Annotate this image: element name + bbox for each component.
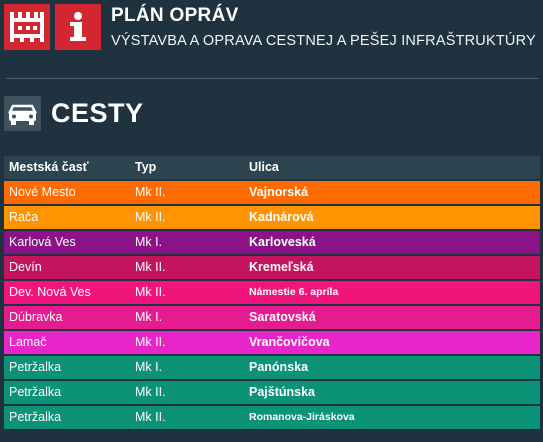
type-cell: Mk II. [135, 210, 166, 224]
type-cell: Mk II. [135, 185, 166, 199]
table-header-row: Mestská časť Typ Ulica [4, 156, 540, 179]
column-header-district: Mestská časť [9, 160, 89, 174]
table-row: Petržalka Mk II. Pajštúnska [4, 381, 540, 404]
street-cell: Karloveská [249, 235, 316, 249]
district-cell: Devín [9, 260, 42, 274]
repairs-table: Mestská časť Typ Ulica Nové Mesto Mk II. V… [4, 156, 540, 431]
district-cell: Rača [9, 210, 39, 224]
type-cell: Mk II. [135, 260, 166, 274]
page-header: PLÁN OPRÁV VÝSTAVBA A OPRAVA CESTNEJ A P… [0, 0, 543, 78]
street-cell: Kadnárová [249, 210, 314, 224]
column-header-type: Typ [135, 160, 157, 174]
district-cell: Petržalka [9, 360, 62, 374]
page-subtitle: VÝSTAVBA A OPRAVA CESTNEJ A PEŠEJ INFRAŠ… [111, 33, 536, 49]
type-cell: Mk II. [135, 410, 166, 424]
info-icon [55, 4, 101, 50]
table-row: Nové Mesto Mk II. Vajnorská [4, 181, 540, 204]
type-cell: Mk I. [135, 360, 163, 374]
section-title: CESTY [51, 98, 144, 128]
street-cell: Pajštúnska [249, 385, 316, 399]
district-cell: Nové Mesto [9, 185, 76, 199]
type-cell: Mk I. [135, 235, 163, 249]
street-cell: Panónska [249, 360, 309, 374]
district-cell: Karlová Ves [9, 235, 76, 249]
column-header-street: Ulica [249, 160, 279, 174]
street-cell: Saratovská [249, 310, 316, 324]
street-cell: Vrančovičova [249, 335, 330, 349]
table-row: Dúbravka Mk I. Saratovská [4, 306, 540, 329]
table-row: Petržalka Mk II. Romanova-Jiráskova [4, 406, 540, 429]
street-cell: Kremeľská [249, 260, 314, 274]
street-cell: Vajnorská [249, 185, 309, 199]
street-cell: Romanova-Jiráskova [249, 411, 355, 423]
type-cell: Mk II. [135, 385, 166, 399]
table-row: Petržalka Mk I. Panónska [4, 356, 540, 379]
table-row: Dev. Nová Ves Mk II. Námestie 6. apríla [4, 281, 540, 304]
header-divider [6, 78, 539, 79]
table-row: Karlová Ves Mk I. Karloveská [4, 231, 540, 254]
table-row: Devín Mk II. Kremeľská [4, 256, 540, 279]
table-row: Lamač Mk II. Vrančovičova [4, 331, 540, 354]
district-cell: Dúbravka [9, 310, 63, 324]
page-title: PLÁN OPRÁV [111, 5, 239, 26]
table-row: Rača Mk II. Kadnárová [4, 206, 540, 229]
street-cell: Námestie 6. apríla [249, 286, 339, 298]
car-icon [4, 96, 41, 131]
type-cell: Mk I. [135, 310, 163, 324]
district-cell: Lamač [9, 335, 47, 349]
district-cell: Petržalka [9, 410, 62, 424]
district-cell: Dev. Nová Ves [9, 285, 91, 299]
type-cell: Mk II. [135, 335, 166, 349]
city-wall-icon [4, 4, 50, 50]
type-cell: Mk II. [135, 285, 166, 299]
district-cell: Petržalka [9, 385, 62, 399]
